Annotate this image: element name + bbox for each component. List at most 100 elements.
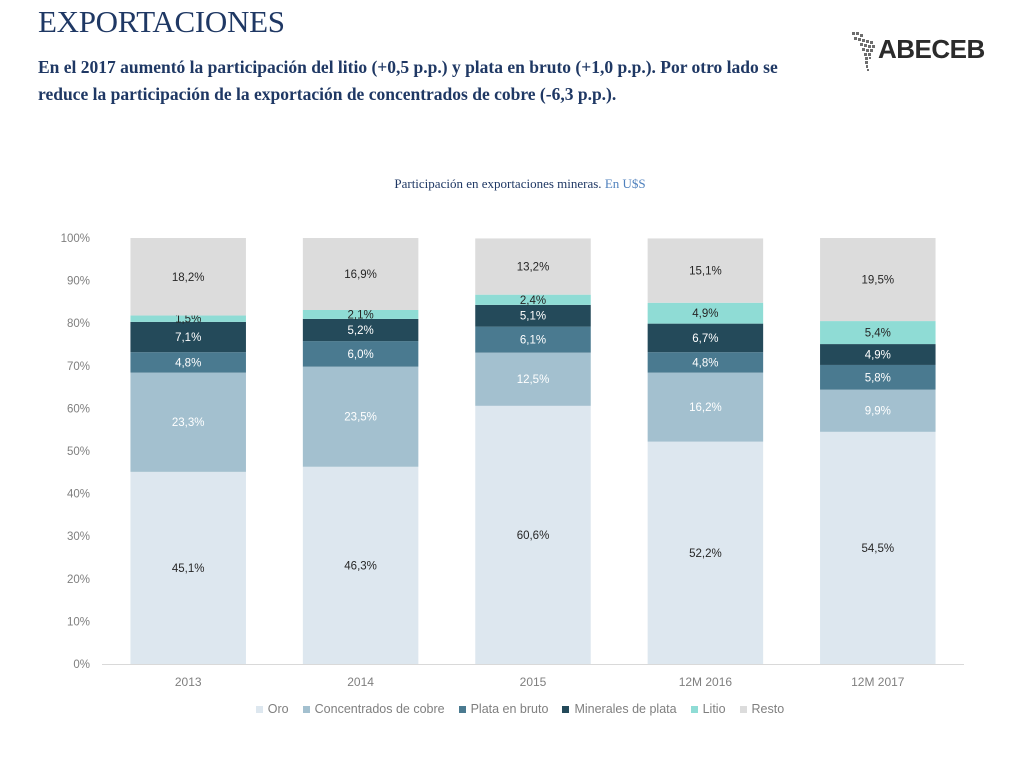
bar-segment: [302, 318, 419, 342]
data-label: 18,2%: [172, 272, 205, 284]
bar-segment: [302, 466, 419, 664]
legend-swatch: [458, 705, 466, 713]
data-label: 7,1%: [175, 332, 201, 344]
bar-segment: [302, 309, 419, 319]
bar-segment: [130, 372, 246, 472]
x-tick-label: 12M 2016: [679, 675, 733, 689]
data-label: 5,4%: [865, 328, 891, 340]
bar-segment: [820, 344, 936, 365]
data-label: 6,1%: [520, 335, 546, 347]
legend-label: Minerales de plata: [574, 702, 677, 716]
data-label: 4,8%: [175, 357, 201, 369]
bar-segment: [647, 323, 764, 353]
bar-segment: [475, 405, 591, 664]
data-label: 6,7%: [692, 333, 718, 345]
data-label: 5,1%: [520, 311, 546, 323]
legend-item: Minerales de plata: [562, 702, 677, 716]
bar-segment: [130, 321, 246, 353]
data-label: 16,2%: [689, 402, 722, 414]
x-tick-label: 2013: [175, 675, 202, 689]
data-label: 9,9%: [865, 406, 891, 418]
data-label: 5,2%: [347, 325, 373, 337]
bar-segment: [302, 341, 419, 367]
x-tick-label: 12M 2017: [851, 675, 905, 689]
y-tick-label: 80%: [67, 318, 90, 330]
x-tick-label: 2014: [347, 675, 374, 689]
bar-segment: [475, 352, 591, 406]
legend-swatch: [739, 705, 747, 713]
y-tick-label: 30%: [67, 531, 90, 543]
bar-segment: [475, 326, 591, 353]
data-label: 6,0%: [347, 349, 373, 361]
y-tick-label: 70%: [67, 361, 90, 373]
page-title: EXPORTACIONES: [38, 4, 285, 39]
bar-segment: [820, 364, 936, 390]
bar-segment: [820, 389, 936, 432]
legend-swatch: [562, 705, 570, 713]
data-label: 5,8%: [865, 372, 891, 384]
bar-segment: [820, 321, 936, 345]
bar-segment: [647, 238, 764, 303]
chart-title-unit: En U$S: [604, 176, 646, 191]
data-label: 23,3%: [172, 417, 205, 429]
bar-segment: [475, 238, 591, 295]
bar-segment: [647, 441, 764, 664]
legend-swatch: [255, 705, 263, 713]
page-subtitle: En el 2017 aumentó la participación del …: [38, 57, 778, 104]
data-label: 60,6%: [517, 530, 550, 542]
bar-segment: [130, 352, 246, 373]
legend-label: Concentrados de cobre: [314, 702, 445, 716]
x-tick-label: 2015: [520, 675, 547, 689]
data-label: 54,5%: [861, 543, 894, 555]
legend-item: Concentrados de cobre: [302, 702, 445, 716]
legend-item: Oro: [255, 702, 289, 716]
bar-segment: [475, 294, 591, 305]
y-tick-label: 20%: [67, 574, 90, 586]
chart-title: Participación en exportaciones mineras. …: [0, 176, 1024, 192]
data-label: 23,5%: [344, 412, 377, 424]
bar-segment: [475, 304, 591, 327]
abeceb-logo: ABECEB: [850, 28, 990, 74]
bar-segment: [820, 238, 936, 322]
chart-title-main: Participación en exportaciones mineras.: [394, 176, 602, 191]
legend-label: Oro: [267, 702, 289, 716]
data-label: 4,9%: [865, 350, 891, 362]
data-label: 13,2%: [517, 262, 550, 274]
stacked-bar-chart: 0% 10% 20% 30% 40% 50% 60% 70% 80% 90% 100% 45,1% 23…: [61, 233, 964, 689]
bar-segment: [130, 315, 246, 322]
data-label: 1,5%: [175, 314, 201, 326]
bar-segment: [302, 238, 419, 310]
data-label: 12,5%: [517, 374, 550, 386]
latam-map-icon: [852, 32, 875, 71]
data-label: 2,4%: [520, 295, 546, 307]
bar-segment: [647, 352, 764, 373]
data-label: 16,9%: [344, 269, 377, 281]
bar-segment: [820, 431, 936, 664]
y-tick-label: 100%: [61, 233, 90, 245]
data-label: 52,2%: [689, 548, 722, 560]
legend-label: Plata en bruto: [470, 702, 549, 716]
bar-segment: [302, 366, 419, 467]
chart-legend: Oro Concentrados de cobre Plata en bruto Mi…: [0, 702, 1024, 716]
bar-segment: [647, 302, 764, 324]
y-tick-label: 40%: [67, 489, 90, 501]
legend-swatch: [690, 705, 698, 713]
legend-item: Resto: [739, 702, 785, 716]
legend-swatch: [302, 705, 310, 713]
bar-segment: [130, 471, 246, 664]
legend-item: Litio: [690, 702, 726, 716]
legend-label: Resto: [751, 702, 785, 716]
bar-segment: [647, 372, 764, 442]
legend-label: Litio: [702, 702, 726, 716]
legend-item: Plata en bruto: [458, 702, 549, 716]
y-tick-label: 0%: [73, 659, 90, 671]
bar-segment: [130, 238, 246, 316]
data-label: 46,3%: [344, 560, 377, 572]
data-label: 2,1%: [347, 309, 373, 321]
data-label: 19,5%: [861, 275, 894, 287]
logo-text: ABECEB: [878, 34, 985, 64]
y-tick-label: 50%: [67, 446, 90, 458]
data-label: 4,9%: [692, 308, 718, 320]
y-tick-label: 60%: [67, 403, 90, 415]
data-label: 45,1%: [172, 563, 205, 575]
